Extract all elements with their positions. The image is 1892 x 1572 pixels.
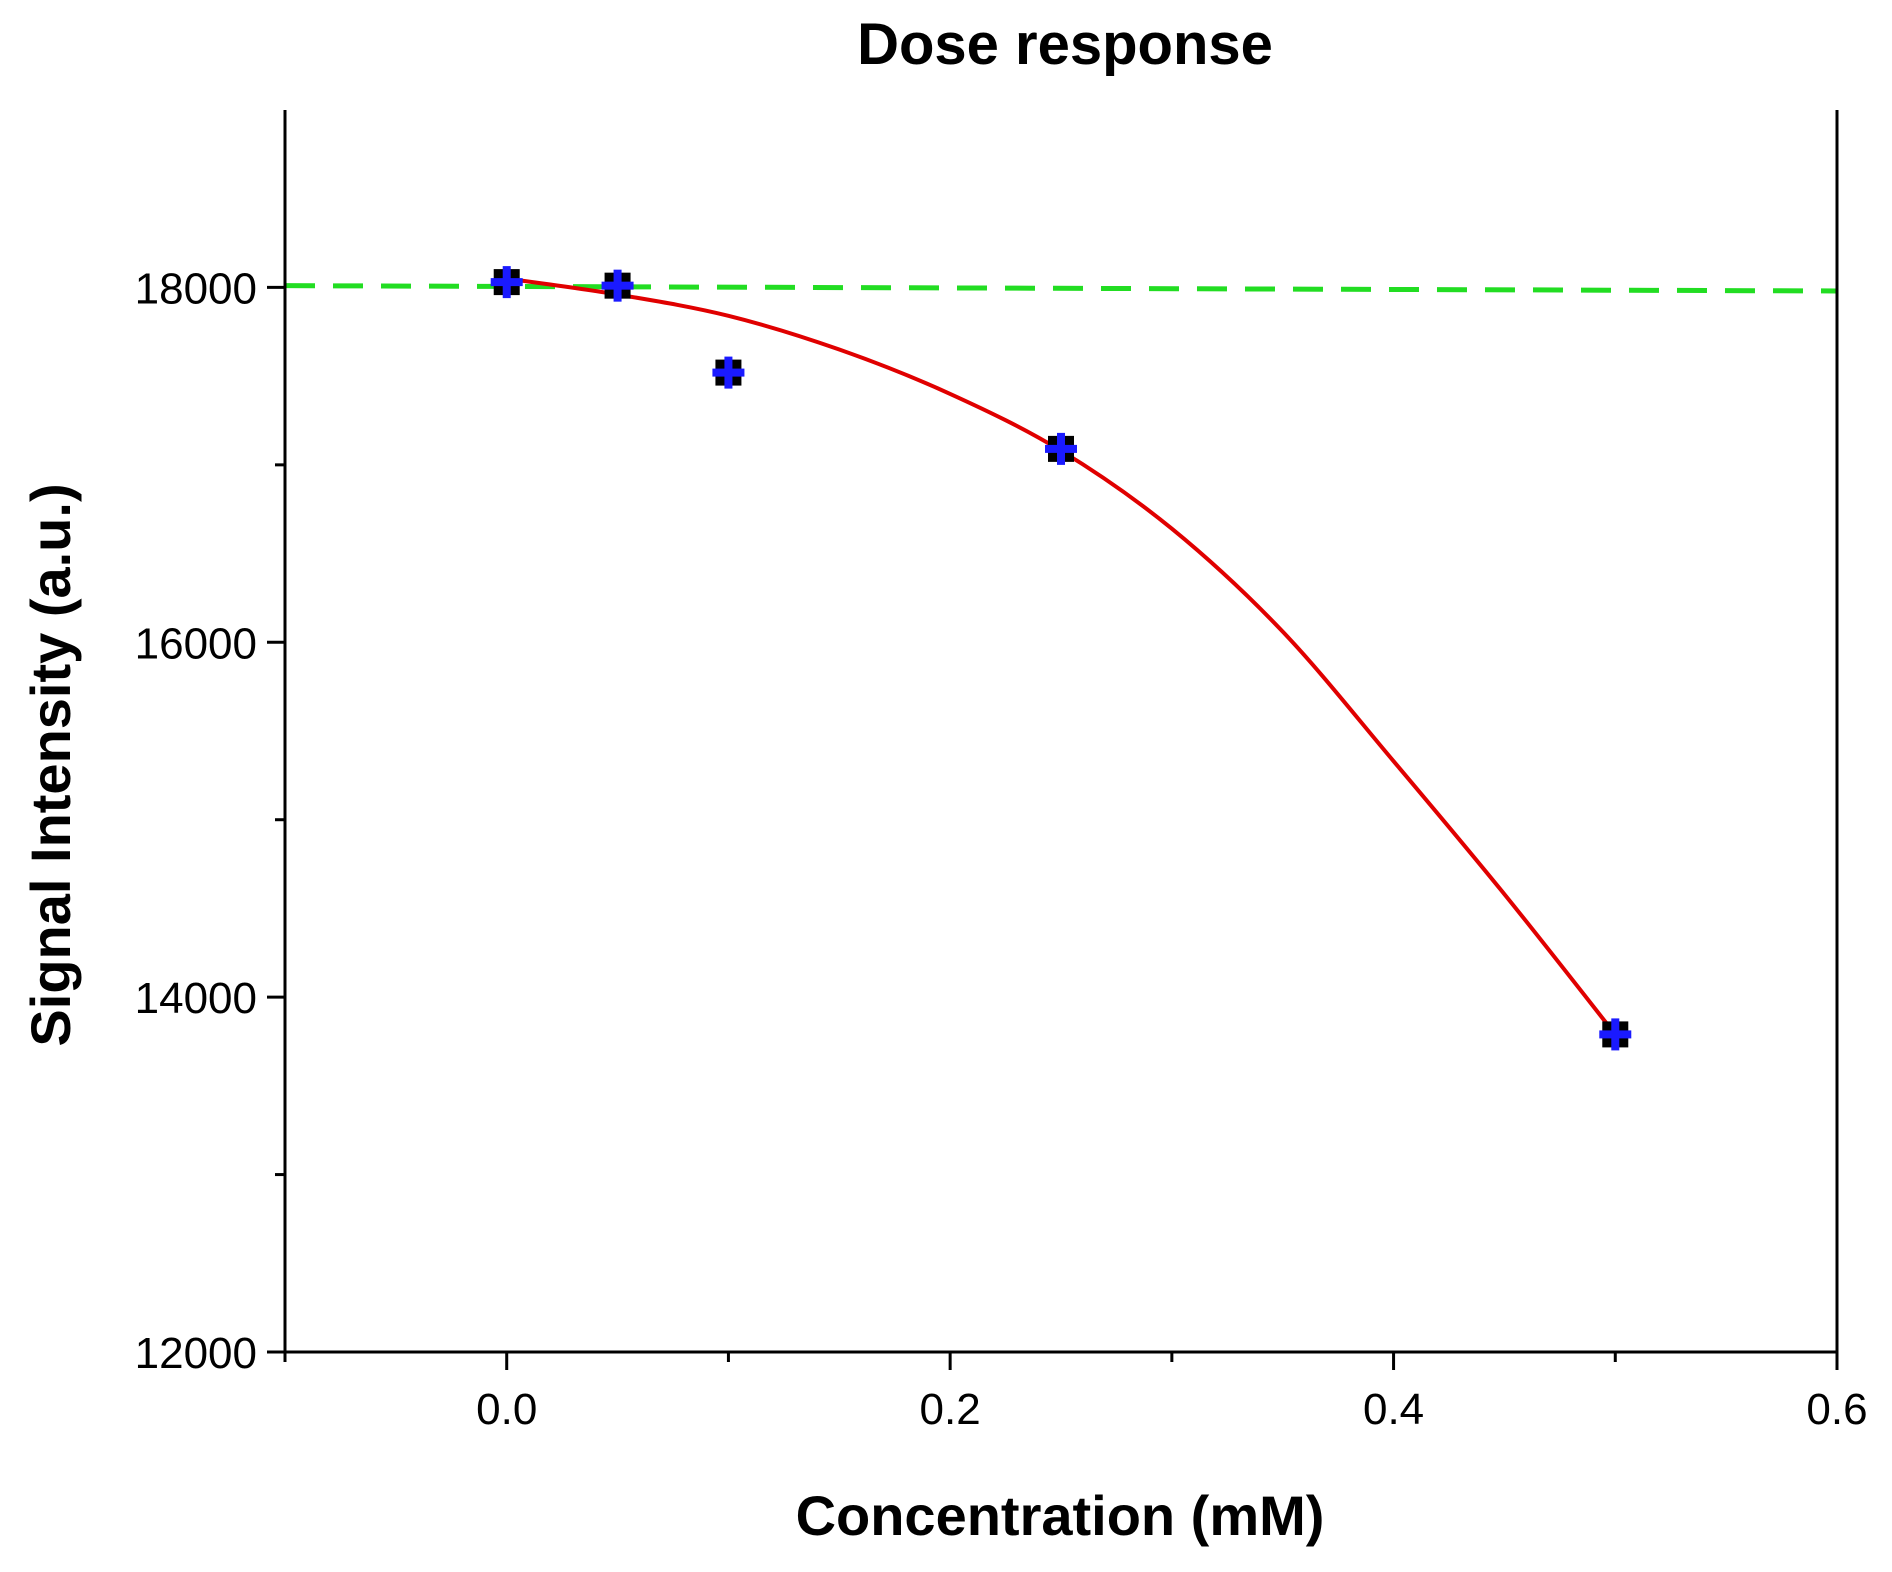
point-cross-horizontal — [1045, 444, 1077, 453]
axes: 0.0 0.2 0.4 0.6 12000 14000 16000 18000 — [135, 110, 1868, 1434]
x-axis-label: Concentration (mM) — [796, 1484, 1325, 1547]
point-cross-horizontal — [712, 368, 745, 377]
fit-curve — [506, 276, 1617, 1036]
y-tick-label: 18000 — [135, 264, 257, 313]
y-tick-label: 16000 — [135, 619, 257, 668]
y-axis-label: Signal Intensity (a.u.) — [19, 483, 82, 1046]
x-tick-label: 0.6 — [1806, 1385, 1867, 1434]
data-point — [490, 266, 523, 299]
data-point — [1599, 1018, 1632, 1051]
chart-title: Dose response — [857, 12, 1273, 77]
data-point — [601, 269, 634, 302]
data-point — [712, 356, 745, 389]
reference-line — [284, 283, 1838, 294]
plot-area — [284, 266, 1838, 1051]
point-cross-horizontal — [601, 281, 634, 290]
y-tick-label: 12000 — [135, 1329, 257, 1378]
x-tick-label: 0.0 — [476, 1385, 537, 1434]
y-tick-label: 14000 — [135, 974, 257, 1023]
point-cross-horizontal — [490, 278, 523, 287]
data-point — [1045, 432, 1077, 465]
x-tick-label: 0.4 — [1363, 1385, 1424, 1434]
point-cross-horizontal — [1599, 1030, 1632, 1039]
x-tick-label: 0.2 — [920, 1385, 981, 1434]
